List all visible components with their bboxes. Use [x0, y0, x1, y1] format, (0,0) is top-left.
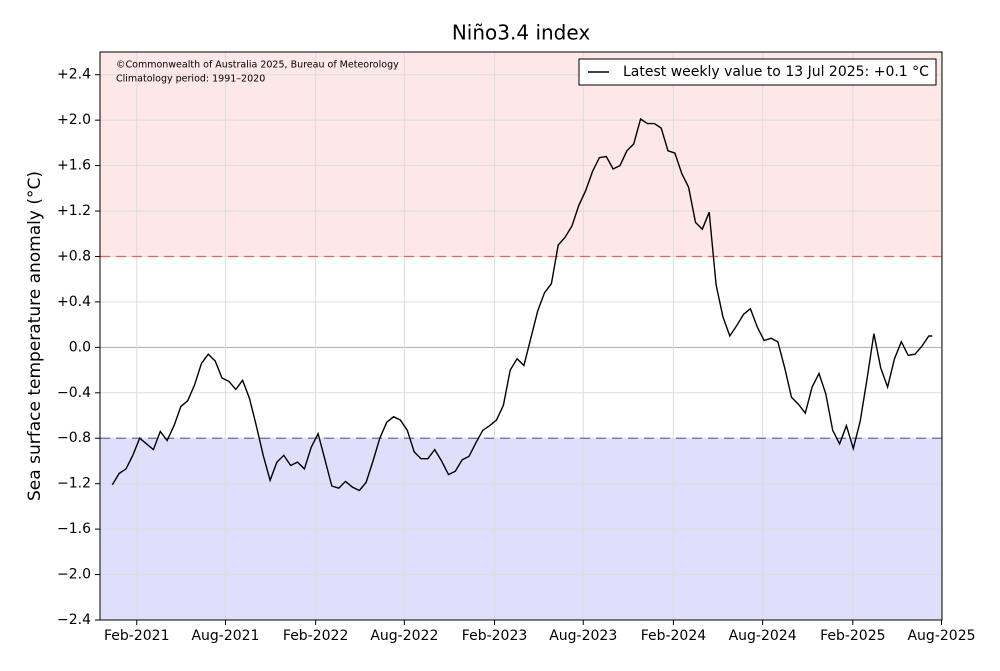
x-tick-label: Aug-2021 [191, 628, 259, 644]
x-tick-label: Aug-2022 [370, 628, 438, 644]
y-tick-label: +1.2 [57, 203, 91, 219]
x-tick-label: Aug-2023 [549, 628, 617, 644]
y-tick-label: −2.4 [57, 612, 91, 628]
y-tick-label: +2.4 [57, 67, 91, 83]
y-tick-label: +1.6 [57, 158, 91, 174]
x-tick-label: Feb-2021 [104, 628, 169, 644]
x-tick-label: Feb-2025 [820, 628, 885, 644]
annotation: ©Commonwealth of Australia 2025, Bureau … [116, 60, 399, 71]
chart-title: Niño3.4 index [452, 21, 590, 45]
plot-frame [99, 51, 943, 621]
legend-label: Latest weekly value to 13 Jul 2025: +0.1… [623, 64, 929, 80]
x-tick-label: Feb-2022 [283, 628, 348, 644]
x-tick-label: Aug-2024 [729, 628, 797, 644]
y-tick-label: −1.2 [57, 476, 91, 492]
x-tick-label: Aug-2025 [907, 628, 975, 644]
legend-box [578, 58, 937, 86]
y-tick-label: −1.6 [57, 521, 91, 537]
y-axis-label: Sea surface temperature anomaly (°C) [25, 171, 45, 501]
y-tick-label: −2.0 [57, 567, 91, 583]
legend: Latest weekly value to 13 Jul 2025: +0.1… [578, 58, 937, 86]
y-tick-label: +0.4 [57, 294, 91, 310]
x-tick-label: Feb-2023 [462, 628, 527, 644]
y-tick-label: +2.0 [57, 112, 91, 128]
data-line [111, 117, 933, 492]
y-tick-label: 0.0 [69, 339, 91, 355]
y-tick-label: −0.8 [57, 430, 91, 446]
threshold-zone [100, 52, 942, 257]
annotation: Climatology period: 1991–2020 [116, 74, 265, 85]
x-tick-label: Feb-2024 [641, 628, 707, 644]
y-tick-label: +0.8 [57, 248, 91, 264]
y-tick-label: −0.4 [57, 385, 91, 401]
